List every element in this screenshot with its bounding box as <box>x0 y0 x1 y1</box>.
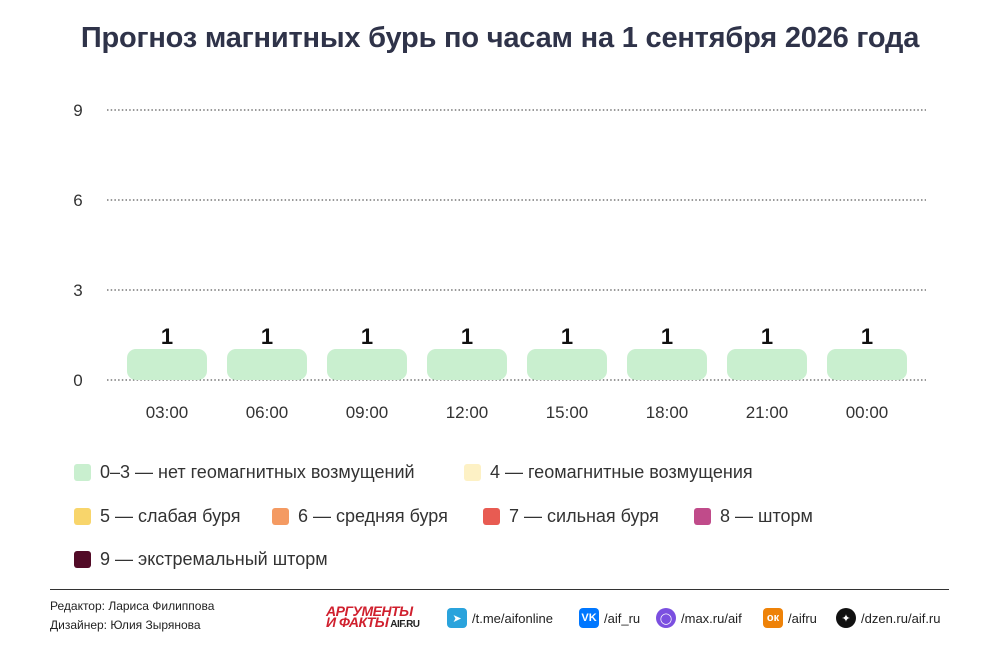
bar-value-label: 1 <box>461 324 473 349</box>
legend-label: 7 — сильная буря <box>509 506 659 526</box>
legend-item: 6 — средняя буря <box>272 506 448 527</box>
x-tick-label: 03:00 <box>146 403 189 422</box>
bar-value-label: 1 <box>561 324 573 349</box>
legend-item: 5 — слабая буря <box>74 506 240 527</box>
aif-logo[interactable]: АРГУМЕНТЫ И ФАКТЫ AIF.RU <box>326 603 436 632</box>
social-link-text: /dzen.ru/aif.ru <box>861 610 941 626</box>
x-tick-label: 09:00 <box>346 403 389 422</box>
x-tick-label: 15:00 <box>546 403 589 422</box>
bar <box>127 349 207 380</box>
legend-swatch <box>483 508 500 525</box>
legend-swatch <box>74 551 91 568</box>
legend-swatch <box>694 508 711 525</box>
dzen-icon: ✦ <box>836 608 856 628</box>
max-icon: ◯ <box>656 608 676 628</box>
bar <box>227 349 307 380</box>
editor-credit: Редактор: Лариса Филиппова <box>50 599 215 613</box>
legend-item: 0–3 — нет геомагнитных возмущений <box>74 462 415 483</box>
logo-line2: И ФАКТЫ AIF.RU <box>326 614 436 630</box>
bar <box>427 349 507 380</box>
legend-label: 8 — шторм <box>720 506 813 526</box>
social-link-text: /max.ru/aif <box>681 610 742 626</box>
social-link[interactable]: ✦ /dzen.ru/aif.ru <box>836 608 941 628</box>
legend-label: 6 — средняя буря <box>298 506 448 526</box>
legend-swatch <box>74 464 91 481</box>
designer-credit: Дизайнер: Юлия Зырянова <box>50 618 201 632</box>
social-link[interactable]: ➤ /t.me/aifonline <box>447 608 553 628</box>
legend-label: 9 — экстремальный шторм <box>100 549 328 569</box>
social-link-text: /t.me/aifonline <box>472 610 553 626</box>
bar <box>727 349 807 380</box>
bar-value-label: 1 <box>361 324 373 349</box>
legend-label: 4 — геомагнитные возмущения <box>490 462 753 482</box>
social-link[interactable]: VK/aif_ru <box>579 608 640 628</box>
legend-item: 7 — сильная буря <box>483 506 659 527</box>
vk-icon: VK <box>579 608 599 628</box>
odnoklassniki-icon: ок <box>763 608 783 628</box>
legend-item: 9 — экстремальный шторм <box>74 549 328 570</box>
bar-value-label: 1 <box>161 324 173 349</box>
legend-swatch <box>464 464 481 481</box>
social-link[interactable]: ◯ /max.ru/aif <box>656 608 742 628</box>
chart-title: Прогноз магнитных бурь по часам на 1 сен… <box>80 22 920 54</box>
bar-value-label: 1 <box>261 324 273 349</box>
legend-label: 0–3 — нет геомагнитных возмущений <box>100 462 415 482</box>
x-tick-label: 12:00 <box>446 403 489 422</box>
x-tick-label: 21:00 <box>746 403 789 422</box>
social-link[interactable]: ок/aifru <box>763 608 817 628</box>
y-tick-label: 3 <box>73 281 82 300</box>
x-tick-label: 18:00 <box>646 403 689 422</box>
social-link-text: /aifru <box>788 610 817 626</box>
bar <box>527 349 607 380</box>
legend-swatch <box>74 508 91 525</box>
legend-item: 8 — шторм <box>694 506 813 527</box>
bar-value-label: 1 <box>661 324 673 349</box>
legend-item: 4 — геомагнитные возмущения <box>464 462 753 483</box>
bar-value-label: 1 <box>861 324 873 349</box>
telegram-icon: ➤ <box>447 608 467 628</box>
logo-line1: АРГУМЕНТЫ <box>326 603 413 619</box>
bar <box>827 349 907 380</box>
legend-swatch <box>272 508 289 525</box>
bar <box>327 349 407 380</box>
logo-line2-text: И ФАКТЫ <box>326 614 389 630</box>
social-link-text: /aif_ru <box>604 610 641 626</box>
footer-divider <box>50 589 949 590</box>
bar-value-label: 1 <box>761 324 773 349</box>
y-tick-label: 0 <box>73 371 82 390</box>
bar-chart: 0 3 6 9 1 03:00 1 06:00 1 09:00 1 12:00 1 15:00 1 18:00… <box>73 101 926 422</box>
y-tick-label: 9 <box>73 101 82 120</box>
x-tick-label: 00:00 <box>846 403 889 422</box>
x-tick-label: 06:00 <box>246 403 289 422</box>
y-tick-label: 6 <box>73 191 82 210</box>
logo-site: AIF.RU <box>390 619 420 630</box>
bar <box>627 349 707 380</box>
legend-label: 5 — слабая буря <box>100 506 241 526</box>
